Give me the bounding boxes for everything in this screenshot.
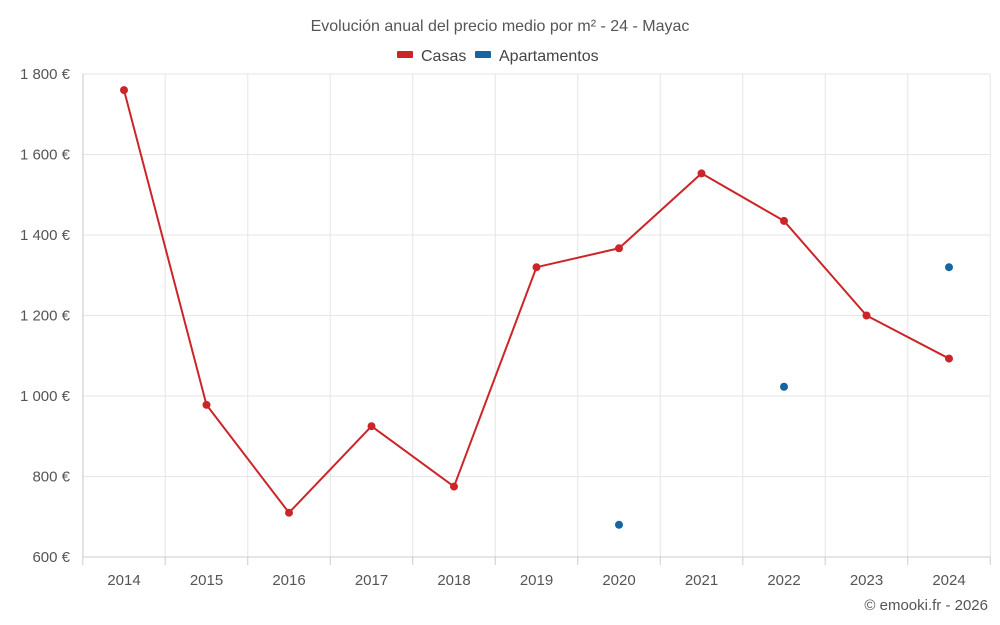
x-tick-label: 2014 — [107, 572, 140, 589]
data-point-casas[interactable] — [450, 482, 458, 491]
data-point-casas[interactable] — [780, 216, 788, 225]
x-tick-label: 2016 — [272, 572, 305, 589]
legend-label: Casas — [421, 48, 466, 65]
x-tick-label: 2024 — [932, 572, 965, 589]
y-tick-label: 600 € — [32, 549, 70, 566]
x-tick-label: 2020 — [602, 572, 635, 589]
data-point-casas[interactable] — [285, 508, 293, 517]
x-tick-label: 2021 — [685, 572, 718, 589]
data-point-casas[interactable] — [945, 354, 953, 363]
y-tick-label: 800 € — [32, 469, 70, 486]
y-tick-label: 1 400 € — [20, 227, 71, 244]
series-casas[interactable] — [120, 86, 953, 517]
legend-item-casas[interactable]: Casas — [397, 48, 466, 65]
series-apartamentos[interactable] — [615, 263, 953, 529]
x-tick-label: 2019 — [520, 572, 553, 589]
data-point-casas[interactable] — [532, 263, 541, 272]
data-point-casas[interactable] — [862, 311, 871, 320]
x-tick-label: 2015 — [190, 572, 223, 589]
data-point-casas[interactable] — [615, 244, 623, 253]
data-point-apartamentos[interactable] — [780, 382, 788, 391]
y-tick-label: 1 600 € — [20, 147, 71, 164]
chart-title: Evolución anual del precio medio por m² … — [311, 18, 690, 35]
x-tick-label: 2017 — [355, 572, 388, 589]
data-point-casas[interactable] — [120, 86, 128, 95]
legend-label: Apartamentos — [499, 48, 599, 65]
legend-swatch — [397, 51, 413, 58]
legend[interactable]: Casas Apartamentos — [397, 48, 599, 65]
data-point-apartamentos[interactable] — [615, 520, 623, 529]
series-layer — [120, 86, 953, 529]
data-point-casas[interactable] — [367, 422, 376, 431]
gridlines — [82, 73, 991, 557]
x-tick-label: 2023 — [850, 572, 883, 589]
y-tick-label: 1 200 € — [20, 308, 71, 325]
credit-text: © emooki.fr - 2026 — [864, 597, 988, 614]
x-tick-label: 2018 — [437, 572, 470, 589]
data-point-casas[interactable] — [202, 400, 211, 409]
y-tick-label: 1 800 € — [20, 66, 71, 83]
data-point-apartamentos[interactable] — [945, 263, 953, 272]
y-tick-label: 1 000 € — [20, 388, 71, 405]
axes: 600 € 800 € 1 000 € 1 200 € 1 400 € 1 600 € 1 … — [20, 66, 991, 589]
legend-item-apartamentos[interactable]: Apartamentos — [475, 48, 599, 65]
x-tick-label: 2022 — [767, 572, 800, 589]
data-point-casas[interactable] — [697, 169, 706, 178]
legend-swatch — [475, 51, 491, 58]
